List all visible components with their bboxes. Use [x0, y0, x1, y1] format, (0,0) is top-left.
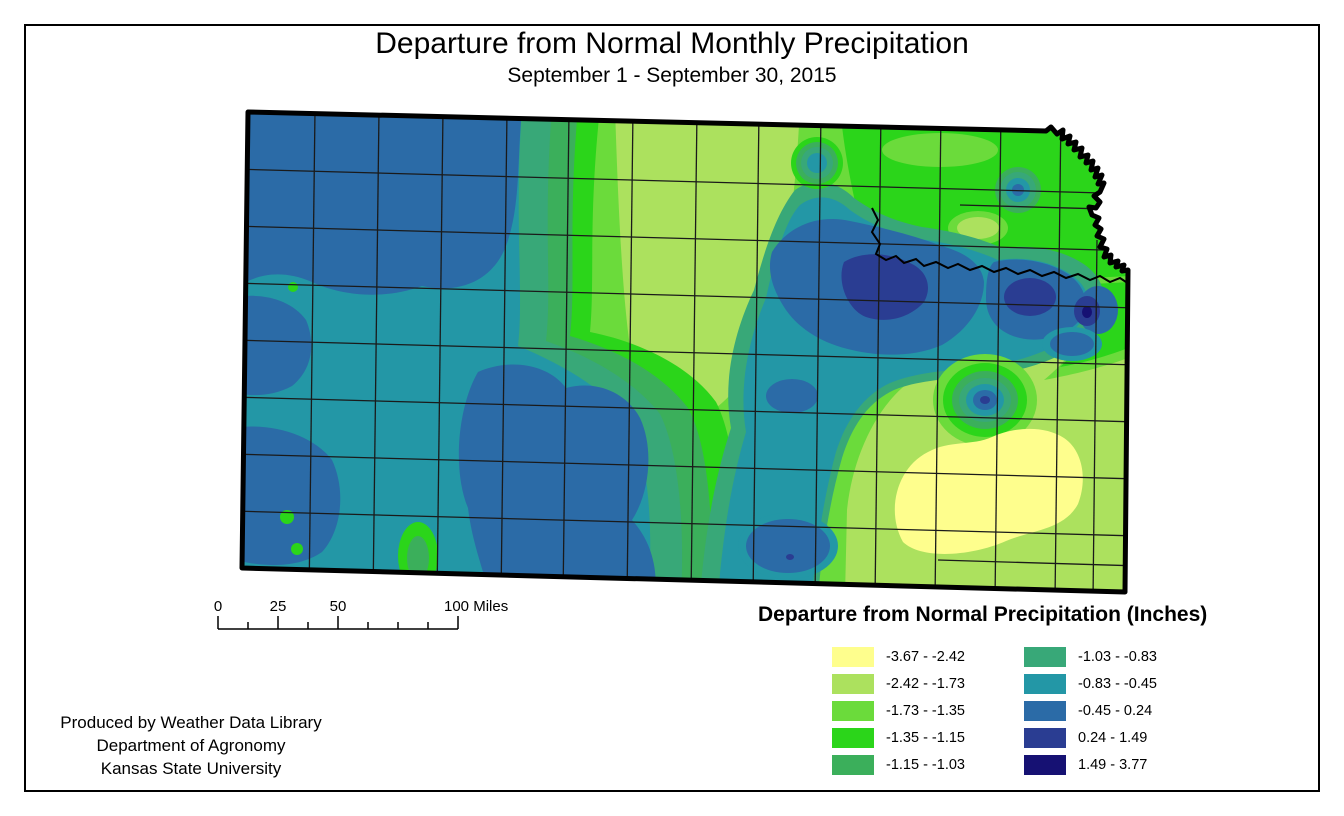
legend-item: -0.83 - -0.45: [1024, 670, 1157, 697]
legend-range-label: -1.73 - -1.35: [886, 702, 965, 719]
legend-range-label: -0.83 - -0.45: [1078, 675, 1157, 692]
scale-bar: 0 25 50 100 Miles: [214, 598, 508, 630]
legend-item: -1.15 - -1.03: [832, 751, 965, 778]
credits-line-2: Department of Agronomy: [96, 736, 286, 755]
legend-range-label: -1.15 - -1.03: [886, 756, 965, 773]
scale-label-0: 0: [214, 598, 222, 615]
kansas-river-line: [870, 207, 1127, 284]
credits-block: Produced by Weather Data Library Departm…: [28, 711, 354, 780]
legend-swatch: [832, 727, 874, 748]
legend-swatch: [1024, 727, 1066, 748]
scale-label-25: 25: [270, 598, 287, 615]
legend-swatch: [832, 673, 874, 694]
legend-item: -1.73 - -1.35: [832, 697, 965, 724]
legend-range-label: -1.35 - -1.15: [886, 729, 965, 746]
legend-column-1: -3.67 - -2.42 -2.42 - -1.73 -1.73 - -1.3…: [832, 643, 965, 778]
legend-item: -3.67 - -2.42: [832, 643, 965, 670]
legend-column-2: -1.03 - -0.83 -0.83 - -0.45 -0.45 - 0.24…: [1024, 643, 1157, 778]
title-block: Departure from Normal Monthly Precipitat…: [24, 27, 1320, 89]
legend-range-label: 1.49 - 3.77: [1078, 756, 1148, 773]
legend-title: Departure from Normal Precipitation (Inc…: [758, 603, 1208, 626]
legend-range-label: 0.24 - 1.49: [1078, 729, 1148, 746]
legend-item: -0.45 - 0.24: [1024, 697, 1157, 724]
legend-swatch: [1024, 700, 1066, 721]
county-boundaries: [242, 112, 1128, 592]
legend-swatch: [1024, 673, 1066, 694]
page-subtitle: September 1 - September 30, 2015: [507, 64, 837, 87]
legend-item: 1.49 - 3.77: [1024, 751, 1157, 778]
credits-line-3: Kansas State University: [100, 759, 282, 778]
legend-item: 0.24 - 1.49: [1024, 724, 1157, 751]
legend-range-label: -3.67 - -2.42: [886, 648, 965, 665]
scale-label-50: 50: [330, 598, 347, 615]
legend-item: -1.03 - -0.83: [1024, 643, 1157, 670]
legend-range-label: -0.45 - 0.24: [1078, 702, 1153, 719]
legend-swatch: [1024, 646, 1066, 667]
legend-swatch: [832, 646, 874, 667]
scale-label-100-miles: 100 Miles: [444, 598, 508, 615]
legend-range-label: -1.03 - -0.83: [1078, 648, 1157, 665]
legend-swatch: [1024, 754, 1066, 775]
legend-item: -1.35 - -1.15: [832, 724, 965, 751]
legend-swatch: [832, 754, 874, 775]
state-outline: [239, 109, 1131, 595]
legend-item: -2.42 - -1.73: [832, 670, 965, 697]
page-title: Departure from Normal Monthly Precipitat…: [375, 27, 969, 60]
credits-line-1: Produced by Weather Data Library: [60, 713, 322, 732]
legend-range-label: -2.42 - -1.73: [886, 675, 965, 692]
contour-fill-layers: [242, 112, 1128, 592]
scale-bar-ticks: [217, 616, 459, 630]
legend-swatch: [832, 700, 874, 721]
